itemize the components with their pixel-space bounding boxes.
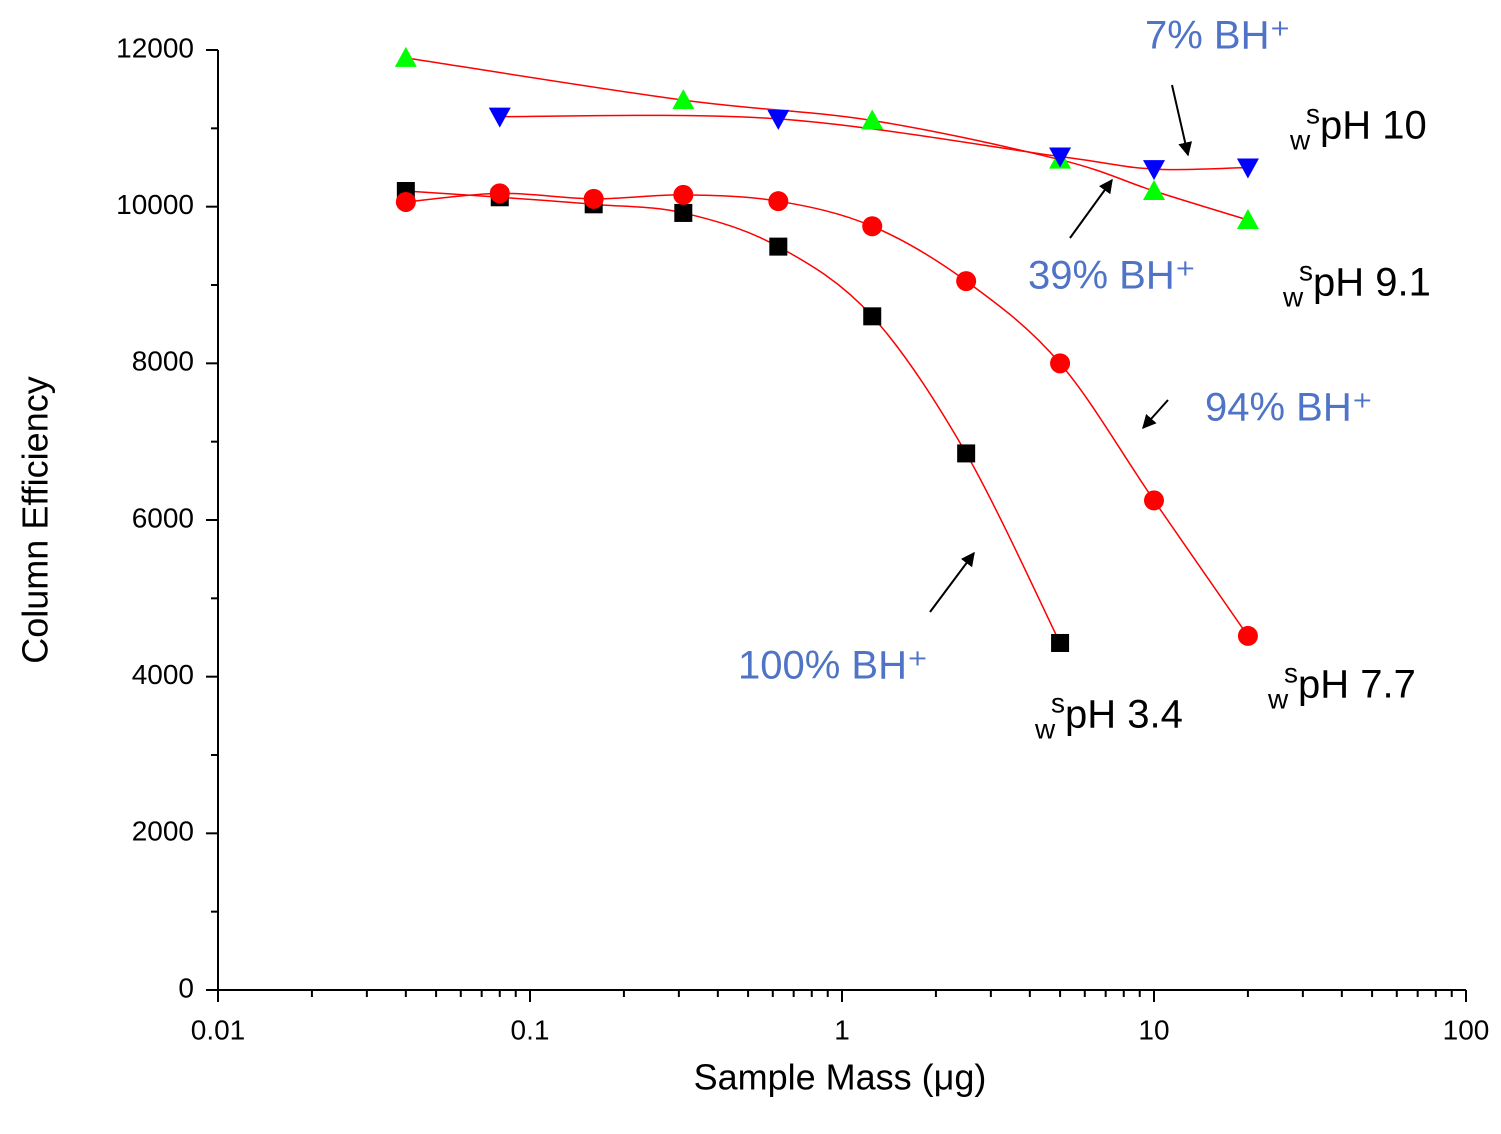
point [674,203,693,222]
y-tick-label: 8000 [132,346,194,377]
x-tick-label: 10 [1138,1014,1169,1045]
series-label-sub: w [1267,683,1289,714]
point [1236,208,1259,229]
fit-curve [405,57,1249,221]
arrow [929,551,975,613]
point [673,184,694,205]
point [1237,625,1258,646]
point [394,46,417,67]
arrows [929,84,1193,613]
series-label-sup: s [1284,657,1298,688]
annotation: 7% BH⁺ [1145,14,1291,58]
series-label-sub: w [1289,124,1311,155]
point [1050,353,1071,374]
y-tick-label: 2000 [132,816,194,847]
fit-curve [499,114,1248,171]
series-label-sup: s [1299,255,1313,286]
point [1144,490,1164,511]
arrow [1142,399,1169,430]
annotation: 100% BH⁺ [738,644,928,688]
fit-curve [405,190,1061,644]
point [768,191,789,212]
annotation: 94% BH⁺ [1205,386,1373,430]
series-label: pH 9.1 [1313,261,1431,305]
point [672,89,695,110]
series-label: pH 3.4 [1065,693,1183,737]
point [767,109,790,130]
x-tick-label: 0.1 [511,1014,550,1045]
point [863,307,882,326]
point [583,188,604,209]
x-tick-label: 1 [834,1014,850,1045]
arrow [1171,84,1193,157]
y-tick-label: 12000 [116,32,194,63]
point [1236,158,1259,179]
point [489,183,510,204]
series-label: pH 7.7 [1298,663,1416,707]
series-label-sup: s [1051,687,1065,718]
x-axis-title: Sample Mass (μg) [694,1057,987,1098]
point [957,444,976,463]
series-label-sub: w [1034,713,1056,744]
y-tick-label: 0 [178,972,194,1003]
point [1143,180,1165,200]
point [1143,160,1165,181]
y-axis-title: Column Efficiency [15,376,56,663]
annotation: 39% BH⁺ [1028,254,1196,298]
point [1049,147,1072,168]
point [956,271,977,292]
point [395,191,416,212]
x-tick-label: 100 [1443,1014,1490,1045]
series-label-sub: w [1282,281,1304,312]
y-tick-label: 6000 [132,502,194,533]
y-tick-label: 10000 [116,189,194,220]
point [1051,633,1070,652]
point [862,216,883,237]
y-tick-label: 4000 [132,659,194,690]
x-tick-label: 0.01 [191,1014,246,1045]
point [769,237,788,256]
point [861,109,884,130]
series-label-sup: s [1306,98,1320,129]
series-label: pH 10 [1320,104,1427,148]
point [488,107,511,128]
arrow [1069,178,1113,239]
